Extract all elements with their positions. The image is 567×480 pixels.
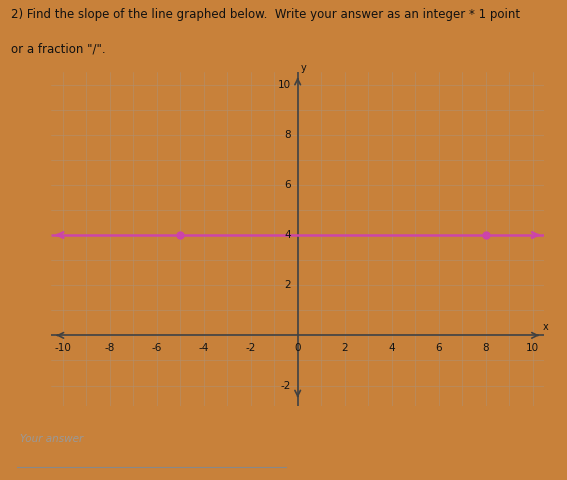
Text: 8: 8 <box>284 130 291 140</box>
Text: 10: 10 <box>277 80 291 90</box>
Text: -2: -2 <box>280 381 291 391</box>
Text: Your answer: Your answer <box>20 434 83 444</box>
Text: 4: 4 <box>388 343 395 353</box>
Text: 4: 4 <box>284 230 291 240</box>
Text: -8: -8 <box>104 343 115 353</box>
Text: 0: 0 <box>294 343 301 353</box>
Text: 6: 6 <box>435 343 442 353</box>
Text: -6: -6 <box>151 343 162 353</box>
Text: -10: -10 <box>54 343 71 353</box>
Text: 10: 10 <box>526 343 539 353</box>
Text: -2: -2 <box>246 343 256 353</box>
Text: -4: -4 <box>198 343 209 353</box>
Text: y: y <box>301 63 307 73</box>
Text: 8: 8 <box>483 343 489 353</box>
Text: 2: 2 <box>284 280 291 290</box>
Text: 2) Find the slope of the line graphed below.  Write your answer as an integer * : 2) Find the slope of the line graphed be… <box>11 8 521 21</box>
Text: 6: 6 <box>284 180 291 190</box>
Text: 2: 2 <box>341 343 348 353</box>
Text: x: x <box>543 323 549 332</box>
Text: or a fraction "/".: or a fraction "/". <box>11 42 106 55</box>
